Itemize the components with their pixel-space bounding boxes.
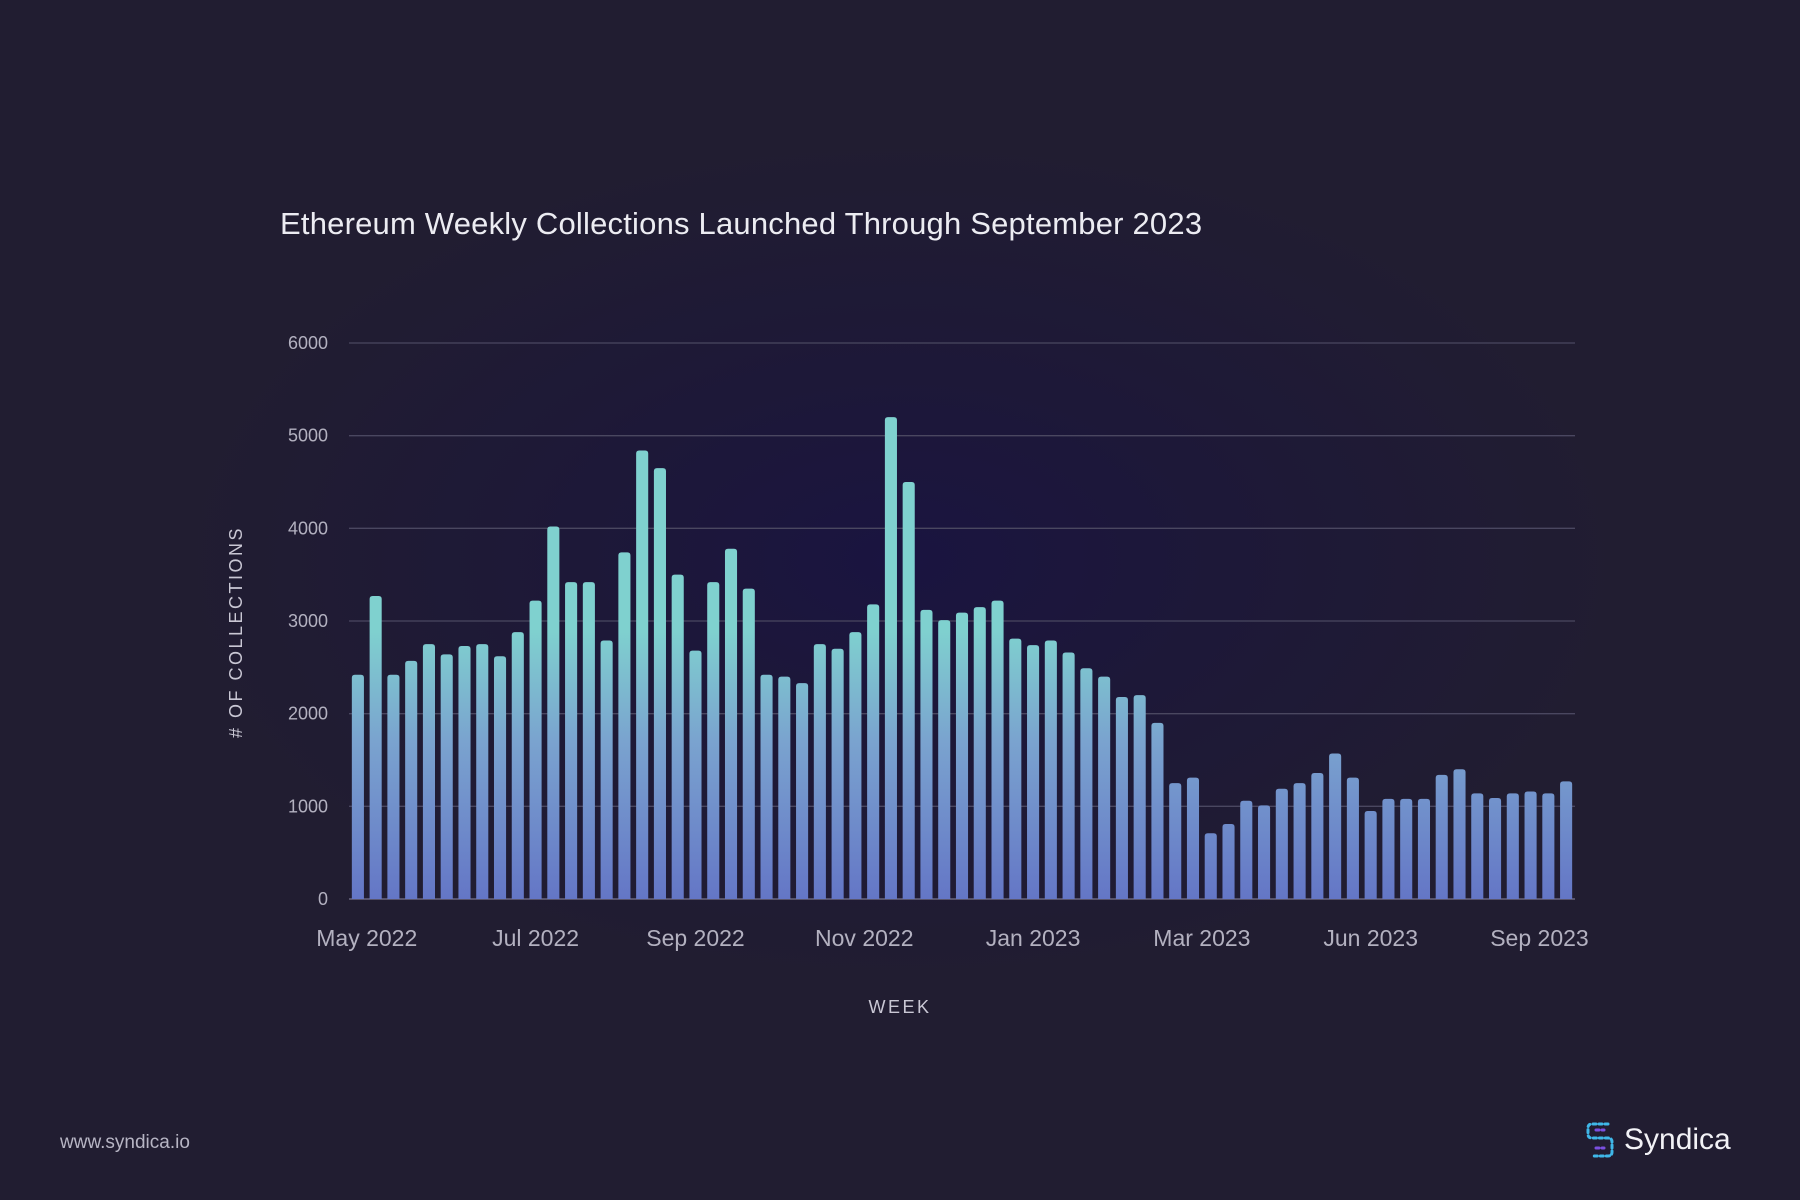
bar — [1275, 788, 1288, 899]
bar — [1080, 668, 1093, 899]
bar — [938, 620, 951, 899]
y-tick-label: 2000 — [288, 704, 328, 724]
bar — [831, 648, 844, 899]
bar — [1062, 652, 1075, 899]
bar — [902, 482, 915, 899]
bars — [351, 417, 1573, 899]
x-tick-label: Jan 2023 — [986, 925, 1081, 951]
y-tick-label: 0 — [318, 889, 328, 909]
bar — [1489, 797, 1502, 899]
bar — [1258, 805, 1271, 899]
y-tick-label: 5000 — [288, 426, 328, 446]
x-tick-label: Jul 2022 — [492, 925, 579, 951]
y-tick-label: 1000 — [288, 796, 328, 816]
bar — [849, 632, 862, 899]
bar — [618, 552, 631, 899]
bar — [653, 468, 666, 899]
bar — [1560, 781, 1573, 899]
bar — [511, 632, 524, 899]
bar — [991, 600, 1004, 899]
bar — [636, 450, 649, 899]
bar — [351, 674, 364, 899]
bar — [813, 644, 826, 899]
x-tick-label: May 2022 — [316, 925, 417, 951]
bar — [1098, 676, 1111, 899]
bar — [1293, 783, 1306, 899]
bar — [778, 676, 791, 899]
bar — [955, 612, 969, 899]
bar — [760, 674, 773, 899]
y-axis-label: # OF COLLECTIONS — [226, 526, 246, 738]
bar — [1133, 695, 1146, 899]
bar — [1044, 640, 1057, 899]
bar — [440, 654, 453, 899]
bar — [796, 683, 809, 899]
bar — [1186, 777, 1200, 899]
bar — [1471, 793, 1484, 899]
bar — [1400, 798, 1413, 899]
bar — [582, 582, 595, 899]
bar — [1329, 753, 1342, 899]
bar — [724, 548, 738, 899]
bar — [920, 609, 933, 899]
bar — [1417, 798, 1431, 899]
bar — [742, 588, 755, 899]
bar — [1346, 777, 1359, 899]
bar — [884, 417, 897, 899]
bar — [867, 604, 880, 899]
x-tick-label: Sep 2022 — [646, 925, 744, 951]
bar — [405, 660, 418, 899]
bar — [1506, 793, 1519, 899]
y-tick-label: 6000 — [288, 333, 328, 353]
bar — [707, 582, 720, 899]
bar — [1240, 800, 1253, 899]
bar — [387, 674, 400, 899]
bar — [476, 644, 489, 899]
bar — [1169, 783, 1182, 899]
bar — [1027, 645, 1040, 899]
bar — [1204, 833, 1217, 899]
syndica-logo-icon — [1586, 1122, 1614, 1158]
bar — [689, 650, 702, 899]
bar — [565, 582, 578, 899]
chart-title: Ethereum Weekly Collections Launched Thr… — [280, 206, 1203, 241]
x-tick-label: Jun 2023 — [1323, 925, 1418, 951]
bar — [493, 656, 507, 899]
bar — [529, 600, 542, 899]
x-axis-ticks: May 2022 Jul 2022 Sep 2022 Nov 2022 Jan 2023… — [316, 925, 1588, 951]
bar — [671, 574, 684, 899]
x-tick-label: Mar 2023 — [1153, 925, 1250, 951]
bar — [458, 646, 471, 899]
brand-logo: Syndica — [1584, 1120, 1731, 1160]
bar — [1364, 810, 1377, 899]
bar — [1311, 772, 1324, 899]
x-axis-label: WEEK — [868, 997, 931, 1017]
y-tick-label: 4000 — [288, 518, 328, 538]
y-tick-label: 3000 — [288, 611, 328, 631]
bar — [1453, 769, 1466, 899]
bar — [1222, 823, 1235, 899]
x-tick-label: Sep 2023 — [1490, 925, 1588, 951]
bar — [1382, 798, 1395, 899]
brand-name: Syndica — [1624, 1123, 1731, 1156]
bar — [1009, 638, 1022, 899]
bar — [547, 526, 560, 899]
bar — [369, 595, 382, 899]
bar — [422, 644, 435, 899]
bar — [600, 640, 613, 899]
x-tick-label: Nov 2022 — [815, 925, 913, 951]
bar — [1435, 774, 1448, 899]
bar — [1542, 793, 1555, 899]
y-axis-ticks: 0 1000 2000 3000 4000 5000 6000 — [288, 333, 328, 909]
footer-url[interactable]: www.syndica.io — [60, 1132, 190, 1153]
bar — [1115, 696, 1128, 899]
bar — [1151, 722, 1164, 899]
bar — [973, 607, 986, 899]
bar — [1524, 791, 1537, 899]
